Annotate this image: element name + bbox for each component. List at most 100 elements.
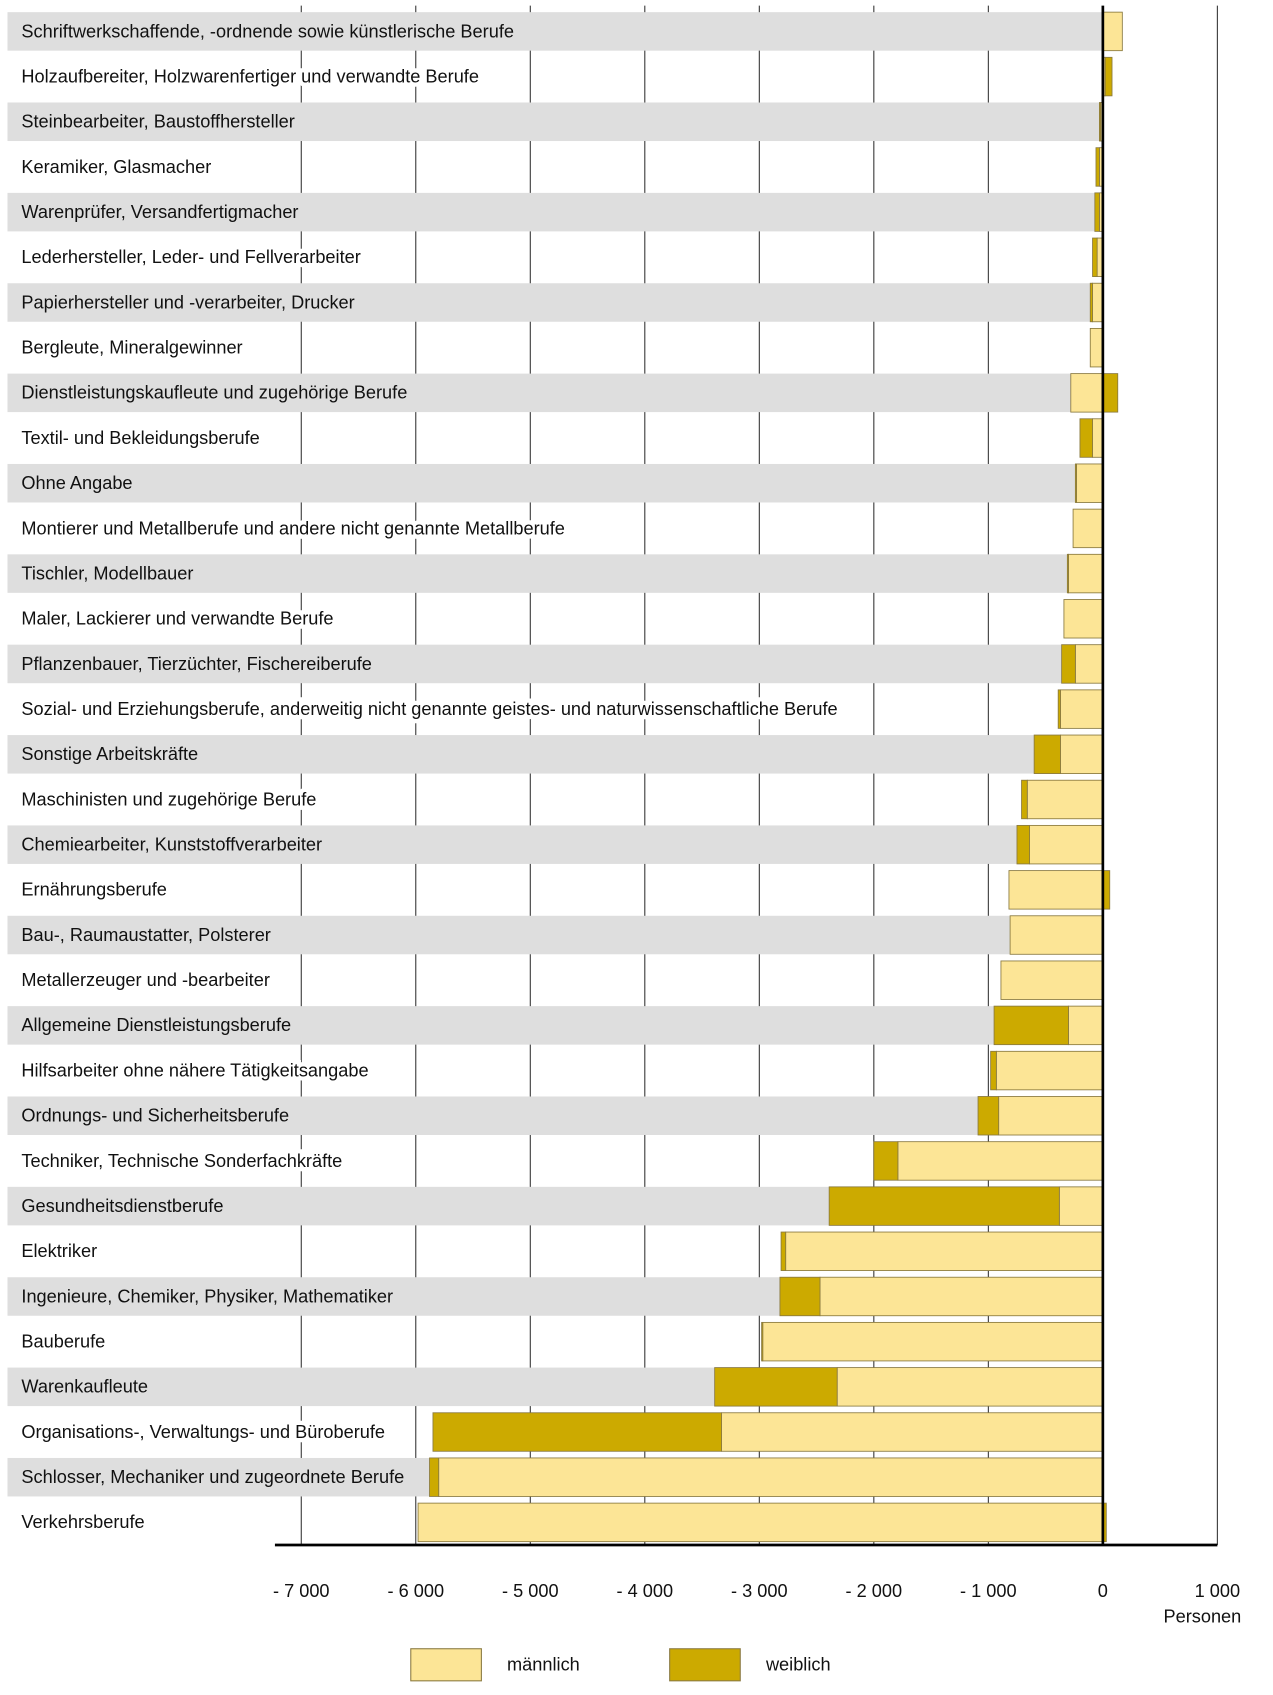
category-label: Schriftwerkschaffende, -ordnende sowie k… bbox=[21, 21, 514, 41]
x-tick-label: - 5 000 bbox=[502, 1581, 559, 1601]
category-label: Ohne Angabe bbox=[21, 473, 132, 493]
category-label: Hilfsarbeiter ohne nähere Tätigkeitsanga… bbox=[21, 1060, 368, 1080]
bar bbox=[1029, 824, 1104, 865]
bar bbox=[1000, 960, 1104, 1000]
bar bbox=[836, 1367, 1104, 1407]
category-label: Ingenieure, Chemiker, Physiker, Mathemat… bbox=[21, 1286, 393, 1306]
bar bbox=[429, 1457, 440, 1497]
row-band bbox=[7, 554, 1103, 593]
bar bbox=[1074, 463, 1077, 503]
bar bbox=[432, 1412, 722, 1452]
row-band bbox=[7, 463, 1103, 503]
bar bbox=[1068, 1005, 1104, 1046]
bar bbox=[1060, 734, 1104, 774]
bar bbox=[1016, 824, 1030, 865]
bar bbox=[1026, 779, 1104, 820]
row-band bbox=[7, 644, 1103, 684]
row-band bbox=[7, 102, 1103, 142]
bar bbox=[1068, 553, 1104, 594]
category-label: Bergleute, Mineralgewinner bbox=[21, 338, 242, 358]
legend-label: weiblich bbox=[765, 1655, 831, 1675]
category-label: Ernährungsberufe bbox=[21, 880, 166, 900]
bar bbox=[828, 1186, 1060, 1226]
bar bbox=[998, 1096, 1104, 1136]
row-band bbox=[7, 915, 1103, 955]
bar bbox=[1089, 282, 1093, 323]
row-band bbox=[7, 373, 1103, 413]
category-label: Schlosser, Mechaniker und zugeordnete Be… bbox=[21, 1467, 404, 1487]
row-band bbox=[7, 1006, 1103, 1045]
bar bbox=[1104, 56, 1113, 97]
category-label: Organisations-, Verwaltungs- und Bürober… bbox=[21, 1422, 385, 1442]
bar bbox=[417, 1502, 1104, 1543]
bar bbox=[1095, 147, 1100, 187]
bar bbox=[1060, 689, 1104, 729]
row-band bbox=[7, 825, 1103, 864]
bar bbox=[1057, 689, 1061, 729]
category-label: Metallerzeuger und -bearbeiter bbox=[21, 970, 270, 990]
bar bbox=[1102, 11, 1123, 52]
bar bbox=[761, 1321, 764, 1362]
bar bbox=[1092, 237, 1098, 277]
x-axis-label: Personen bbox=[1163, 1607, 1241, 1627]
category-label: Ordnungs- und Sicherheitsberufe bbox=[21, 1106, 289, 1126]
x-tick-label: - 4 000 bbox=[617, 1581, 674, 1601]
category-label: Bau-, Raumaustatter, Polsterer bbox=[21, 925, 270, 945]
x-tick-label: - 6 000 bbox=[387, 1581, 444, 1601]
bar bbox=[779, 1276, 821, 1317]
bar bbox=[990, 1050, 997, 1091]
bar bbox=[785, 1231, 1104, 1271]
row-band bbox=[7, 1096, 1103, 1136]
category-label: Warenprüfer, Versandfertigmacher bbox=[21, 202, 298, 222]
bar bbox=[1008, 870, 1104, 910]
bar bbox=[995, 1050, 1104, 1091]
bar bbox=[977, 1096, 1000, 1136]
category-label: Tischler, Modellbauer bbox=[21, 563, 193, 583]
x-tick-label: - 3 000 bbox=[731, 1581, 788, 1601]
category-label: Holzaufbereiter, Holzwarenfertiger und v… bbox=[21, 66, 479, 86]
bar bbox=[780, 1231, 787, 1271]
category-label: Keramiker, Glasmacher bbox=[21, 157, 211, 177]
bar bbox=[1102, 373, 1119, 413]
category-label: Montierer und Metallberufe und andere ni… bbox=[21, 518, 564, 538]
bar bbox=[1066, 553, 1069, 594]
category-label: Verkehrsberufe bbox=[21, 1512, 144, 1532]
bar bbox=[1092, 418, 1104, 458]
bar bbox=[1063, 599, 1104, 639]
x-tick-label: - 7 000 bbox=[273, 1581, 330, 1601]
category-label: Warenkaufleute bbox=[21, 1377, 148, 1397]
category-label: Chemiearbeiter, Kunststoffverarbeiter bbox=[21, 835, 322, 855]
category-label: Sozial- und Erziehungsberufe, anderweiti… bbox=[21, 699, 837, 719]
bar bbox=[714, 1367, 838, 1407]
category-label: Elektriker bbox=[21, 1241, 97, 1261]
bar bbox=[1058, 1186, 1104, 1226]
category-label: Lederhersteller, Leder- und Fellverarbei… bbox=[21, 247, 360, 267]
bar bbox=[1092, 282, 1104, 323]
bar bbox=[1089, 327, 1104, 368]
category-label: Steinbearbeiter, Baustoffhersteller bbox=[21, 112, 294, 132]
bar bbox=[1079, 418, 1093, 458]
legend-swatch bbox=[669, 1648, 741, 1682]
bar bbox=[1009, 915, 1104, 955]
bar bbox=[1033, 734, 1061, 774]
bar bbox=[721, 1412, 1104, 1452]
category-label: Dienstleistungskaufleute und zugehörige … bbox=[21, 383, 407, 403]
category-label: Pflanzenbauer, Tierzüchter, Fischereiber… bbox=[21, 654, 372, 674]
category-label: Sonstige Arbeitskräfte bbox=[21, 744, 198, 764]
bar bbox=[762, 1321, 1104, 1362]
row-band bbox=[7, 735, 1103, 774]
category-label: Textil- und Bekleidungsberufe bbox=[21, 428, 259, 448]
bar bbox=[1094, 192, 1100, 232]
x-tick-label: - 2 000 bbox=[846, 1581, 903, 1601]
legend-label: männlich bbox=[507, 1655, 580, 1675]
row-band bbox=[7, 283, 1103, 322]
bar bbox=[873, 1141, 899, 1181]
category-label: Papierhersteller und -verarbeiter, Druck… bbox=[21, 292, 354, 312]
category-label: Maler, Lackierer und verwandte Berufe bbox=[21, 609, 333, 629]
category-label: Gesundheitsdienstberufe bbox=[21, 1196, 223, 1216]
bar bbox=[1070, 373, 1104, 413]
bar bbox=[1061, 644, 1076, 684]
category-label: Bauberufe bbox=[21, 1332, 105, 1352]
bar bbox=[993, 1005, 1069, 1046]
